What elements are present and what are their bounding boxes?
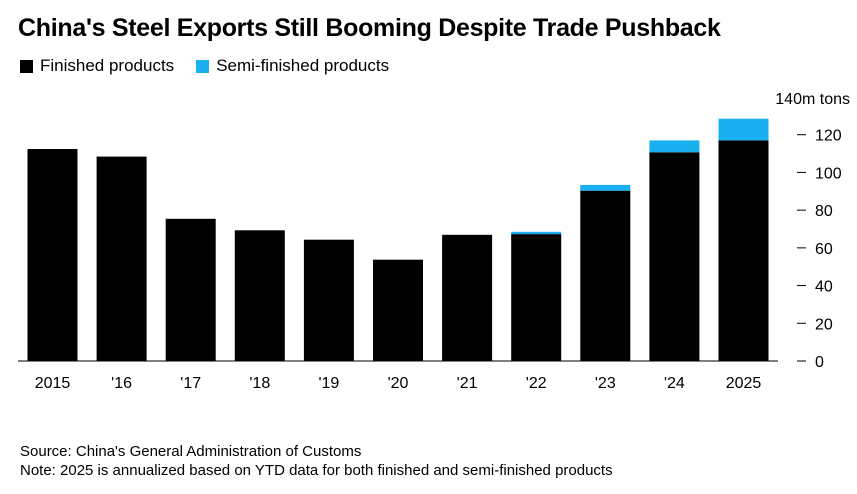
y-tick-label-120: 120 <box>815 128 842 145</box>
bar-finished-2 <box>165 218 216 361</box>
legend: Finished products Semi-finished products <box>20 56 411 76</box>
bar-semi-finished-8 <box>580 184 631 191</box>
x-tick-label-7: '22 <box>526 375 547 392</box>
bar-finished-1 <box>96 156 147 361</box>
bar-finished-4 <box>303 239 354 361</box>
x-tick-label-6: '21 <box>457 375 478 392</box>
bar-finished-3 <box>234 230 285 361</box>
x-tick-label-5: '20 <box>388 375 409 392</box>
bar-semi-finished-9 <box>649 140 700 153</box>
x-tick-label-9: '24 <box>664 375 685 392</box>
chart-title: China's Steel Exports Still Booming Desp… <box>18 14 721 42</box>
source-note: Source: China's General Administration o… <box>20 443 362 460</box>
bar-finished-9 <box>649 152 700 361</box>
y-axis-unit-label: 140m tons <box>775 91 850 108</box>
legend-item-semi-finished: Semi-finished products <box>196 56 389 76</box>
y-tick-label-20: 20 <box>815 316 833 333</box>
x-tick-label-3: '18 <box>249 375 270 392</box>
x-tick-label-4: '19 <box>318 375 339 392</box>
bar-finished-8 <box>580 190 631 361</box>
x-tick-label-0: 2015 <box>35 375 71 392</box>
y-tick-label-0: 0 <box>815 354 824 371</box>
x-tick-label-8: '23 <box>595 375 616 392</box>
y-tick-label-80: 80 <box>815 203 833 220</box>
y-tick-label-40: 40 <box>815 279 833 296</box>
bar-finished-10 <box>718 140 769 361</box>
x-tick-label-1: '16 <box>111 375 132 392</box>
x-tick-label-2: '17 <box>180 375 201 392</box>
legend-swatch-finished <box>20 59 33 73</box>
bar-finished-5 <box>373 259 423 361</box>
legend-label-finished: Finished products <box>40 56 175 75</box>
bar-semi-finished-10 <box>718 118 769 141</box>
bar-finished-6 <box>442 234 493 361</box>
legend-label-semi-finished: Semi-finished products <box>216 56 390 75</box>
footer: Source: China's General Administration o… <box>20 442 613 480</box>
bar-finished-0 <box>27 149 78 361</box>
legend-swatch-semi-finished <box>196 59 210 73</box>
bar-semi-finished-7 <box>511 231 562 235</box>
annualized-note: Note: 2025 is annualized based on YTD da… <box>20 462 613 479</box>
bar-finished-7 <box>511 234 562 361</box>
y-tick-label-60: 60 <box>815 241 833 258</box>
y-tick-label-100: 100 <box>815 165 842 182</box>
x-tick-label-10: 2025 <box>726 375 762 392</box>
legend-item-finished: Finished products <box>20 56 174 76</box>
